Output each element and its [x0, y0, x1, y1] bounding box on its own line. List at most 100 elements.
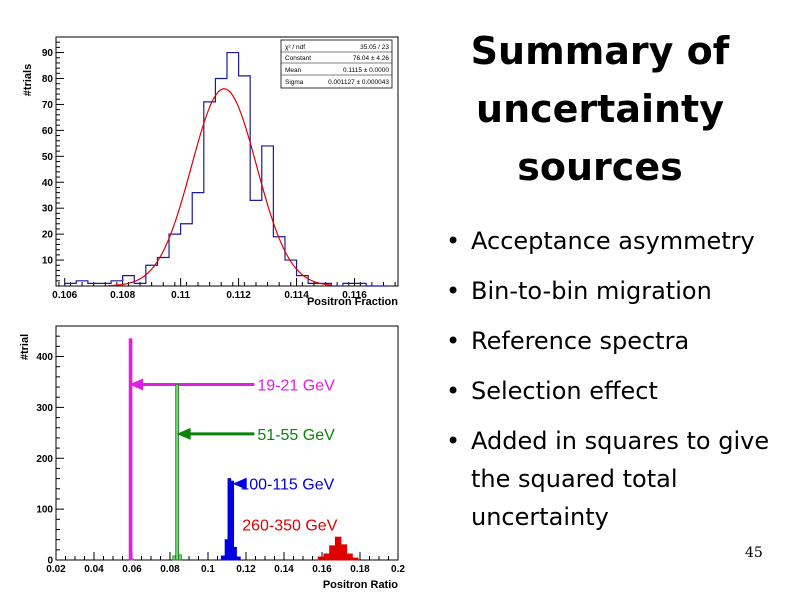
histogram-bin [346, 553, 353, 561]
x-axis-ticks: 0.02 0.04 0.06 0.08 0.1 0.12 0.14 0.16 0.18 0.2 [46, 552, 405, 575]
y-tick-label: 20 [42, 230, 54, 241]
slide-title-line: Summary of [470, 29, 730, 73]
bullet-text: Added in squares to give the squared tot… [471, 427, 770, 531]
slide-title-line: sources [517, 145, 683, 189]
series-51-55-gev: 51-55 GeV [172, 384, 335, 561]
histogram-outline [64, 51, 390, 287]
stats-value: 0.001127 ± 0.000043 [328, 79, 389, 86]
y-tick-label: 0 [47, 556, 53, 567]
plot-frame [55, 325, 399, 561]
bullet-text: Bin-to-bin migration [471, 277, 712, 305]
histogram-bin [172, 555, 177, 561]
bullet-dot: • [446, 327, 461, 355]
bullet-text: Acceptance asymmetry [471, 227, 755, 255]
page-number: 45 [745, 545, 763, 561]
y-tick-label: 60 [42, 126, 54, 137]
arrow-head [129, 378, 144, 391]
bullet-item: • Bin-to-bin migration [446, 272, 791, 310]
x-tick-label: 0.114 [284, 290, 309, 301]
stats-value: 76.04 ± 4.26 [353, 55, 389, 62]
y-axis-title: #trial [19, 334, 31, 360]
histogram-bin [227, 478, 232, 561]
y-tick-label: 10 [42, 256, 54, 267]
stats-label: χ² / ndf [285, 44, 305, 51]
x-tick-label: 0.108 [110, 290, 135, 301]
histogram-bin [175, 384, 179, 561]
stats-value: 35.05 / 23 [360, 44, 389, 51]
x-axis-title: Positron Fraction [307, 296, 398, 308]
histogram-bin [128, 338, 133, 561]
x-tick-label: 0.11 [171, 290, 190, 301]
series-label: 100-115 GeV [240, 477, 334, 494]
stats-box: χ² / ndf 35.05 / 23 Constant 76.04 ± 4.2… [280, 39, 393, 89]
x-tick-label: 0.06 [122, 564, 142, 575]
y-tick-label: 100 [36, 505, 53, 516]
bullet-dot: • [446, 227, 461, 255]
y-tick-label: 200 [36, 454, 53, 465]
bullet-item: • Added in squares to give the squared to… [446, 422, 791, 536]
y-tick-label: 90 [42, 48, 54, 59]
bullet-dot: • [446, 277, 461, 305]
bullet-text: Selection effect [471, 377, 658, 405]
x-tick-label: 0.1 [201, 564, 215, 575]
x-tick-label: 0.18 [350, 564, 370, 575]
gaussian-fit-curve [108, 88, 332, 287]
series-label: 51-55 GeV [257, 427, 335, 444]
stats-label: Mean [285, 67, 302, 74]
stats-value: 0.1115 ± 0.0000 [343, 67, 389, 74]
x-tick-label: 0.12 [236, 564, 256, 575]
histogram-bin [317, 556, 325, 561]
histogram-bin [323, 553, 330, 561]
y-tick-label: 70 [42, 100, 54, 111]
stats-label: Constant [285, 55, 311, 62]
histogram-bin [329, 545, 336, 561]
stats-label: Sigma [285, 79, 304, 86]
bullet-dot: • [446, 377, 461, 405]
x-tick-label: 0.08 [160, 564, 180, 575]
series-260-350-gev: 260-350 GeV [242, 517, 359, 561]
x-tick-label: 0.04 [84, 564, 104, 575]
y-tick-label: 30 [42, 204, 54, 215]
series-group: 19-21 GeV 51-55 GeV 100-115 GeV 260-350 GeV [128, 338, 359, 561]
histogram-bin [224, 539, 229, 561]
x-tick-label: 0.14 [274, 564, 294, 575]
x-axis-ticks: 0.106 0.108 0.11 0.112 0.114 0.116 [52, 278, 396, 301]
histogram-bin [220, 555, 226, 561]
y-tick-label: 40 [42, 178, 54, 189]
bullet-list: • Acceptance asymmetry • Bin-to-bin migrat… [446, 222, 791, 548]
stats-box-frame [280, 39, 393, 89]
series-label: 260-350 GeV [242, 517, 338, 534]
y-axis-ticks: 10 20 30 40 50 60 70 80 90 [42, 41, 64, 282]
x-tick-label: 0.116 [342, 290, 367, 301]
x-axis-title: Positron Ratio [323, 579, 398, 591]
bullet-item: • Acceptance asymmetry [446, 222, 791, 260]
series-label: 19-21 GeV [257, 378, 335, 395]
histogram-bin [178, 554, 182, 561]
y-axis-ticks: 0 100 200 300 400 [36, 335, 64, 567]
histogram-bin [340, 544, 348, 561]
arrow-head [176, 427, 191, 440]
bullet-item: • Selection effect [446, 372, 791, 410]
histogram-bin [131, 558, 134, 561]
x-tick-label: 0.112 [226, 290, 251, 301]
histogram-bin [236, 556, 241, 561]
x-tick-label: 0.106 [52, 290, 77, 301]
histogram-bin [230, 480, 235, 561]
bullet-text: Reference spectra [471, 327, 690, 355]
histogram-bin [351, 557, 359, 561]
slide-title-line: uncertainty [476, 87, 724, 131]
histogram-bin [233, 546, 237, 561]
y-tick-label: 300 [36, 403, 53, 414]
histogram-bin [334, 536, 342, 561]
x-tick-label: 0.2 [391, 564, 405, 575]
y-tick-label: 50 [42, 152, 54, 163]
series-100-115-gev: 100-115 GeV [220, 477, 335, 561]
y-tick-label: 80 [42, 74, 54, 85]
slide-title: Summary of uncertainty sources [440, 22, 760, 196]
series-19-21-gev: 19-21 GeV [128, 338, 335, 561]
y-axis-title: #trials [22, 64, 34, 96]
bullet-item: • Reference spectra [446, 322, 791, 360]
arrow-head [232, 477, 247, 490]
bullet-dot: • [446, 427, 461, 455]
